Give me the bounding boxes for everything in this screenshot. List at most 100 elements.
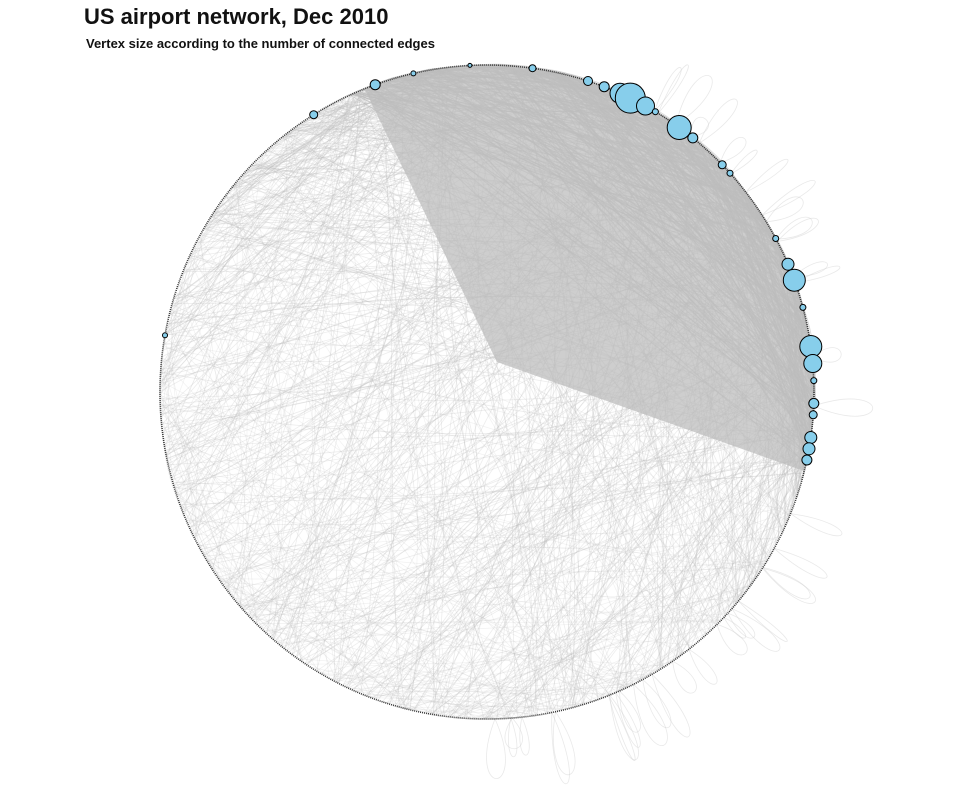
edge (310, 68, 535, 118)
edge (209, 74, 566, 219)
edge (614, 583, 752, 694)
edge (383, 701, 439, 716)
edge (159, 68, 535, 390)
edge (679, 127, 722, 621)
edge (329, 104, 794, 278)
edge (164, 378, 814, 446)
edge (190, 254, 395, 706)
edge (299, 123, 761, 213)
edge (162, 105, 647, 432)
edge (211, 68, 535, 570)
edge (202, 66, 457, 231)
edge (336, 381, 814, 683)
edge (442, 136, 692, 717)
edge (521, 81, 598, 718)
edge (758, 380, 815, 574)
edge (167, 259, 787, 465)
edge (745, 207, 758, 587)
edge (265, 160, 719, 633)
edge (224, 196, 795, 282)
edge (177, 284, 600, 700)
edge (338, 100, 765, 220)
edge (168, 394, 815, 466)
edge (168, 253, 192, 317)
hub-vertex (687, 132, 699, 144)
edge (682, 129, 815, 400)
edge (251, 164, 811, 441)
rim-vertices (159, 64, 815, 720)
edge (307, 104, 664, 119)
edge (406, 74, 776, 239)
edge (159, 86, 372, 397)
edge (336, 524, 787, 683)
edge (353, 92, 761, 214)
edge (195, 132, 687, 244)
edge (521, 66, 581, 80)
edge (586, 80, 708, 152)
edge (344, 263, 788, 687)
edge (167, 295, 805, 324)
edge (172, 386, 815, 484)
edge (304, 64, 497, 122)
edge (278, 459, 807, 645)
self-loop (765, 196, 804, 223)
edge (423, 71, 478, 719)
edge (162, 250, 783, 434)
edge (219, 203, 510, 719)
edge (423, 70, 781, 249)
self-loop (762, 567, 816, 604)
edge (553, 75, 599, 700)
edge (715, 392, 815, 626)
edge (601, 85, 730, 612)
edge (161, 234, 774, 425)
edge (170, 309, 812, 432)
self-loop (519, 716, 530, 756)
edge (695, 139, 814, 368)
edge (204, 226, 805, 470)
edge (166, 117, 665, 460)
edge (426, 712, 494, 720)
edge (171, 240, 778, 481)
edge (202, 95, 350, 554)
edge (776, 269, 791, 540)
edge (220, 431, 812, 583)
edge (292, 128, 791, 271)
hub-vertex (804, 431, 818, 444)
edge (409, 74, 546, 714)
edge (174, 256, 788, 296)
edge (559, 324, 808, 712)
edge (160, 407, 400, 708)
edge (784, 256, 797, 526)
edge (232, 185, 444, 717)
edge (187, 70, 428, 525)
hub-vertex (717, 160, 727, 170)
edge (481, 629, 712, 720)
edge (510, 418, 814, 719)
edge (330, 104, 803, 307)
edge (165, 91, 618, 456)
edge (170, 85, 374, 308)
edge (189, 255, 811, 442)
edge (724, 167, 770, 565)
edge (166, 89, 613, 327)
edge (566, 74, 664, 668)
edge (210, 216, 815, 393)
edge (398, 353, 812, 708)
edge (315, 72, 557, 115)
edge (403, 706, 565, 710)
edge (471, 581, 754, 719)
edge (639, 131, 686, 669)
edge (225, 195, 626, 689)
edge (165, 67, 447, 454)
edge (790, 383, 815, 515)
edge (448, 66, 536, 716)
edge (508, 80, 590, 719)
edge (332, 103, 703, 147)
edge (238, 178, 814, 380)
self-loop (672, 660, 697, 694)
edge (171, 102, 336, 479)
edge (273, 144, 769, 226)
edge (299, 282, 796, 661)
edge (160, 242, 197, 369)
edge (159, 397, 598, 701)
